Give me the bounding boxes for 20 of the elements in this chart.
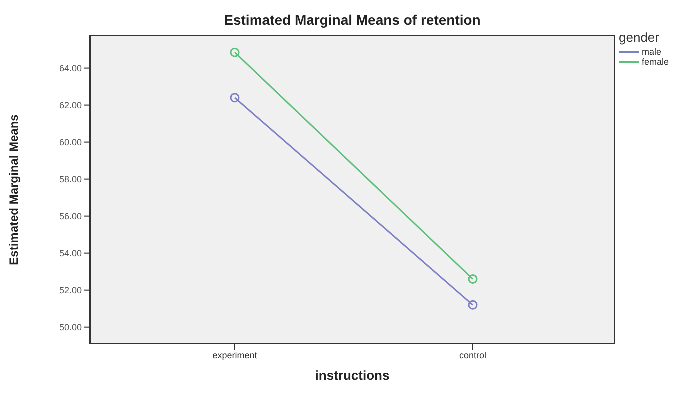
y-tick-label: 60.00 <box>59 138 82 148</box>
y-tick-label: 64.00 <box>59 64 82 74</box>
point <box>468 300 478 310</box>
y-tick-label: 52.00 <box>59 286 82 296</box>
y-tick-label: 54.00 <box>59 248 82 259</box>
y-axis-title: Estimated Marginal Means <box>7 114 21 265</box>
legend-title: gender <box>619 30 660 45</box>
legend-label: male <box>642 47 662 57</box>
y-tick-label: 62.00 <box>59 100 82 111</box>
legend-label: female <box>642 57 670 67</box>
x-tick-label: control <box>459 350 487 360</box>
chart-title: Estimated Marginal Means of retention <box>223 12 482 28</box>
point <box>230 48 240 58</box>
y-tick-label: 56.00 <box>59 212 82 222</box>
x-axis-title: instructions <box>315 368 390 383</box>
y-tick-label: 50.00 <box>59 322 82 333</box>
point <box>230 93 240 103</box>
y-tick-label: 58.00 <box>59 174 82 185</box>
x-tick-label: experiment <box>212 350 258 360</box>
point <box>468 274 478 284</box>
